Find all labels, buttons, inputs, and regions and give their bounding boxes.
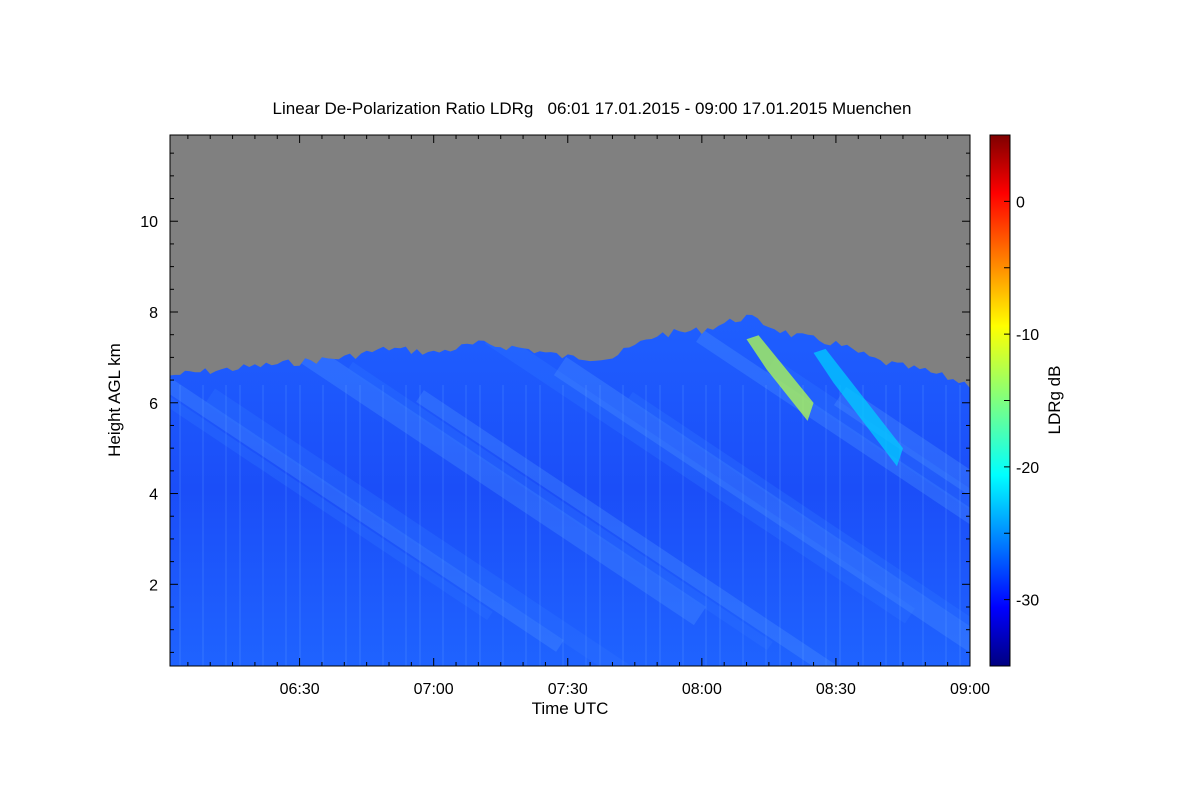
y-tick-label: 10 <box>140 214 158 231</box>
x-tick-label: 09:00 <box>950 681 990 698</box>
texture-streaks <box>170 326 1200 666</box>
x-tick-label: 08:00 <box>682 681 722 698</box>
y-tick-label: 6 <box>149 396 158 413</box>
y-tick-label: 4 <box>149 487 158 504</box>
texture-streak <box>170 331 493 621</box>
colorbar-tick-label: -20 <box>1016 460 1039 477</box>
x-tick-label: 08:30 <box>816 681 856 698</box>
y-tick-label: 2 <box>149 577 158 594</box>
ldr-features <box>746 335 903 467</box>
colorbar-tick-label: -30 <box>1016 593 1039 610</box>
colorbar-tick-label: -10 <box>1016 327 1039 344</box>
texture-streak <box>416 390 844 666</box>
plot-frame <box>169 134 971 667</box>
texture-streak <box>980 366 1200 646</box>
x-axis-ticks: 06:30 07:00 07:30 08:00 08:30 09:00 <box>187 135 990 698</box>
chart-title: Linear De-Polarization Ratio LDRg 06:01 … <box>273 99 912 118</box>
texture-streak <box>627 391 970 666</box>
colorbar-label: LDRg dB <box>1045 366 1064 435</box>
x-axis-label: Time UTC <box>532 699 609 718</box>
plot-area <box>170 135 1200 666</box>
texture-streak <box>273 326 707 626</box>
y-tick-label: 8 <box>149 305 158 322</box>
texture-streak <box>485 328 915 624</box>
ldr-feature <box>813 348 903 467</box>
texture-streak <box>205 388 635 666</box>
x-tick-label: 07:00 <box>414 681 454 698</box>
colorbar-ticks: 0 -10 -20 -30 <box>1004 134 1039 667</box>
y-axis-label: Height AGL km <box>105 343 124 457</box>
colorbar-tick-label: 0 <box>1016 194 1025 211</box>
texture-streak <box>170 360 564 652</box>
texture-streak <box>765 358 970 654</box>
y-axis-ticks: 2 4 6 8 10 <box>140 152 970 653</box>
texture-streak <box>833 386 970 666</box>
signal-region <box>170 314 970 666</box>
texture-streak <box>696 330 970 622</box>
x-tick-label: 07:30 <box>548 681 588 698</box>
texture-streak <box>347 361 773 651</box>
x-tick-label: 06:30 <box>280 681 320 698</box>
texture-streak <box>553 356 970 656</box>
ldr-feature <box>746 335 814 421</box>
